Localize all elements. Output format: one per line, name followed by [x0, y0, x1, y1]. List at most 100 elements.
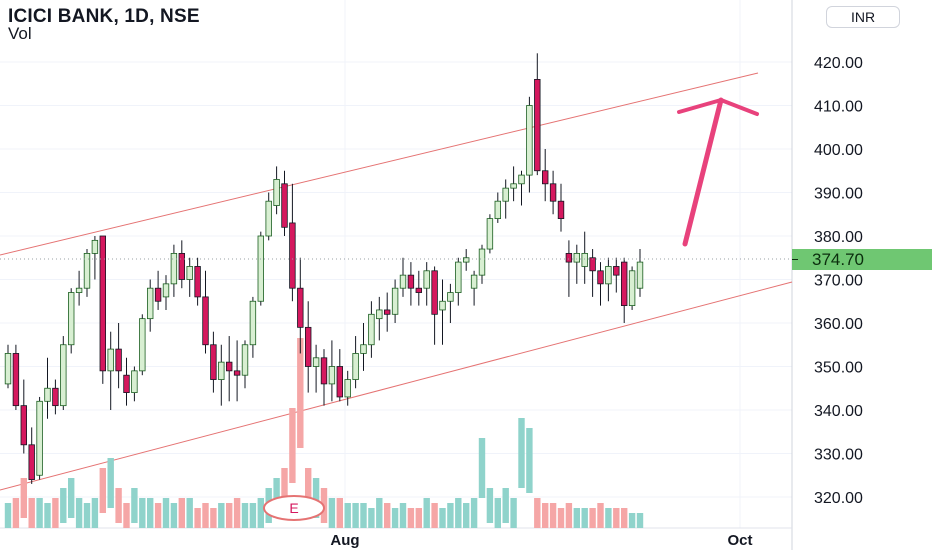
candle-body	[415, 287, 422, 293]
last-price-badge: 374.70	[792, 249, 932, 271]
candle-body	[99, 235, 106, 372]
candle	[407, 262, 415, 306]
volume-bar	[52, 498, 59, 528]
up-arrow-annotation[interactable]	[677, 97, 759, 247]
candle-body	[439, 300, 446, 311]
candle	[368, 301, 375, 358]
x-tick-label: Oct	[727, 532, 752, 549]
candle	[360, 323, 367, 371]
candle-body	[391, 287, 399, 315]
candle-body	[273, 179, 280, 206]
arrow-shaft[interactable]	[682, 97, 724, 247]
candle	[320, 349, 328, 406]
candle	[131, 366, 138, 402]
last-price-value: 374.70	[812, 250, 864, 270]
candle	[146, 279, 154, 332]
candle	[439, 279, 446, 345]
candle-body	[312, 357, 320, 367]
candle-body	[154, 287, 162, 302]
candle-body	[60, 344, 67, 407]
candle	[549, 170, 557, 215]
candle	[478, 244, 486, 284]
candle	[154, 270, 162, 310]
arrow-head[interactable]	[677, 98, 759, 116]
candle	[202, 270, 209, 354]
candle	[60, 336, 67, 410]
candle-body	[218, 361, 225, 380]
candle-body	[470, 274, 478, 289]
candle-body	[225, 361, 233, 372]
price-axis[interactable]: 320.00 330.00 340.00 350.00 360.00 370.00 380.…	[814, 55, 863, 507]
candle	[415, 270, 422, 306]
candle-body	[376, 309, 383, 320]
candle	[336, 349, 343, 402]
volume-label: Vol	[8, 24, 32, 43]
candle-body	[241, 344, 249, 376]
channel-upper-line[interactable]	[0, 72, 759, 256]
volume-bar	[147, 498, 154, 528]
candle	[621, 257, 628, 323]
candle	[486, 214, 494, 254]
y-tick-label: 410.00	[814, 99, 863, 116]
candle-body	[423, 270, 430, 289]
channel-lower-line[interactable]	[0, 281, 793, 491]
currency-button[interactable]: INR	[826, 6, 900, 28]
volume-bar	[423, 498, 430, 528]
candle	[510, 166, 517, 202]
volume-bar	[257, 498, 264, 528]
volume-bar	[415, 508, 422, 528]
volume-bar	[407, 508, 415, 528]
candle-body	[542, 170, 549, 185]
candle-body	[613, 266, 620, 276]
candle	[636, 249, 644, 297]
y-tick-label: 360.00	[814, 316, 863, 333]
candle	[83, 249, 91, 297]
candle-body	[265, 200, 272, 237]
volume-bar	[20, 478, 27, 518]
candles	[4, 53, 644, 484]
candle-body	[162, 283, 170, 298]
volume-bar	[75, 498, 83, 528]
candle	[557, 183, 565, 232]
candle	[431, 266, 438, 345]
candle-body	[518, 174, 525, 185]
candle-body	[328, 366, 336, 385]
candle	[534, 53, 541, 176]
candle	[376, 296, 383, 341]
candle	[518, 170, 525, 206]
candle-body	[510, 183, 517, 189]
volume-bar	[233, 498, 241, 528]
candle	[565, 240, 573, 297]
volume-bar	[210, 508, 217, 528]
volume-bar	[526, 428, 533, 493]
candle-body	[107, 348, 114, 372]
candle-body	[573, 252, 580, 263]
volume-bar	[99, 468, 106, 513]
trend-channel[interactable]	[0, 72, 793, 491]
volume-bar	[194, 508, 201, 528]
candle	[273, 166, 280, 215]
volume-bar	[162, 498, 170, 528]
candle	[20, 379, 27, 454]
y-tick-label: 330.00	[814, 447, 863, 464]
candle	[470, 270, 478, 306]
volume-bar	[131, 488, 138, 523]
candle	[542, 149, 549, 202]
volume-bar	[494, 498, 501, 528]
volume-bar	[115, 488, 122, 523]
y-tick-label: 420.00	[814, 55, 863, 72]
candle-body	[210, 344, 217, 380]
volume-bar	[28, 498, 35, 528]
volume-bar	[344, 503, 351, 528]
candle	[383, 292, 391, 332]
candle-body	[170, 252, 178, 285]
candle-body	[628, 270, 636, 306]
time-axis[interactable]: Aug Oct	[330, 532, 752, 549]
candle-body	[360, 344, 367, 354]
volume-bar	[4, 503, 12, 528]
earnings-marker[interactable]: E	[263, 495, 325, 521]
candle	[502, 179, 509, 219]
candle-body	[336, 366, 343, 398]
